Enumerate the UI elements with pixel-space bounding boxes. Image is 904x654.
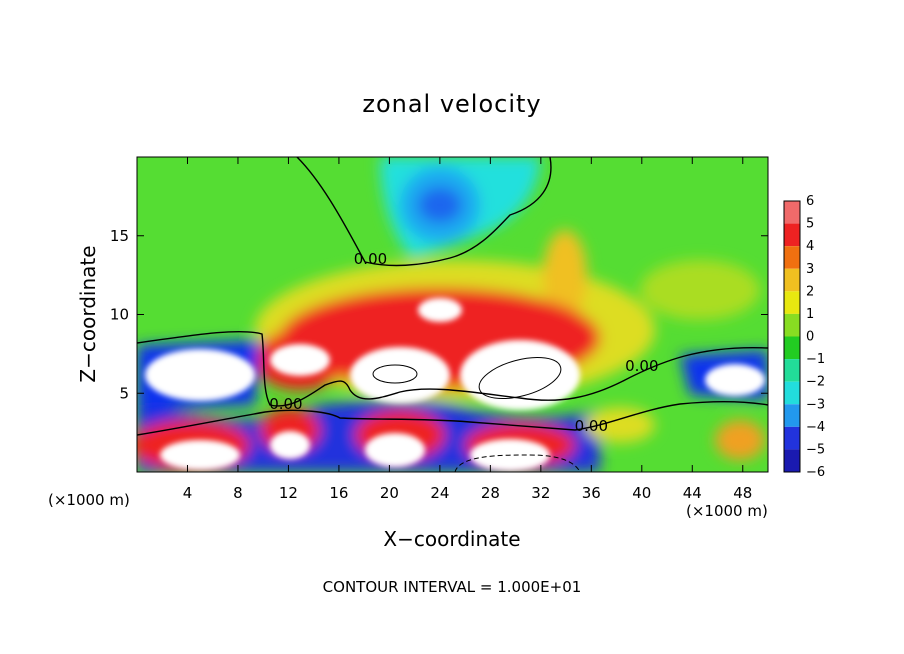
contour-label: 0.00 bbox=[354, 250, 387, 268]
colorbar-label: 1 bbox=[806, 307, 814, 322]
x-tick-label: 24 bbox=[430, 484, 449, 502]
x-tick-label: 32 bbox=[531, 484, 550, 502]
colorbar-label: −1 bbox=[806, 352, 825, 367]
y-tick-label: 15 bbox=[110, 227, 129, 245]
colorbar-label: 0 bbox=[806, 330, 814, 345]
contour-label: 0.00 bbox=[575, 417, 608, 435]
colorbar-frame bbox=[783, 200, 801, 473]
x-tick-label: 20 bbox=[380, 484, 399, 502]
y-axis-label: Z−coordinate bbox=[76, 245, 100, 382]
colorbar-label: 3 bbox=[806, 262, 814, 277]
x-tick-label: 44 bbox=[683, 484, 702, 502]
y-tick-label: 10 bbox=[110, 306, 129, 324]
x-tick-label: 4 bbox=[183, 484, 193, 502]
x-axis-label: X−coordinate bbox=[383, 527, 520, 551]
colorbar-label: 2 bbox=[806, 284, 814, 299]
velocity-field bbox=[137, 157, 768, 472]
y-axis-ticks: 5 10 15 bbox=[110, 227, 768, 402]
colorbar-swatch bbox=[784, 381, 800, 405]
colorbar-swatch bbox=[784, 313, 800, 337]
zero-contours bbox=[137, 157, 768, 436]
x-axis-ticks: 4 8 12 16 20 24 28 32 36 40 44 48 bbox=[183, 157, 752, 502]
colorbar-swatch bbox=[784, 426, 800, 450]
colorbar-label: 5 bbox=[806, 217, 814, 232]
colorbar-label: −6 bbox=[806, 465, 825, 480]
x-tick-label: 48 bbox=[733, 484, 752, 502]
colorbar-label: −2 bbox=[806, 375, 825, 390]
contour-interval-note: CONTOUR INTERVAL = 1.000E+01 bbox=[323, 578, 582, 596]
contour-label: 0.00 bbox=[269, 395, 302, 413]
colorbar-swatch bbox=[784, 201, 800, 224]
contour-label: 0.00 bbox=[625, 357, 658, 375]
colorbar-swatch bbox=[784, 268, 800, 292]
colorbar-label: −4 bbox=[806, 420, 825, 435]
colorbar-swatch bbox=[784, 336, 800, 360]
colorbar: 6 5 4 3 2 1 0 −1 −2 −3 −4 −5 −6 bbox=[783, 194, 825, 480]
colorbar-label: 6 bbox=[806, 194, 814, 209]
colorbar-label: −5 bbox=[806, 442, 825, 457]
colorbar-label: 4 bbox=[806, 239, 814, 254]
colorbar-swatch bbox=[784, 449, 800, 472]
colorbar-swatch bbox=[784, 404, 800, 427]
y-tick-label: 5 bbox=[119, 384, 129, 402]
chart-title: zonal velocity bbox=[362, 90, 541, 118]
colorbar-label: −3 bbox=[806, 397, 825, 412]
x-tick-label: 28 bbox=[481, 484, 500, 502]
colorbar-swatch bbox=[784, 291, 800, 314]
x-tick-label: 8 bbox=[233, 484, 243, 502]
x-tick-label: 12 bbox=[279, 484, 298, 502]
x-unit-label: (×1000 m) bbox=[686, 502, 768, 520]
z-unit-label: (×1000 m) bbox=[48, 491, 130, 509]
colorbar-swatch bbox=[784, 223, 800, 247]
x-tick-label: 16 bbox=[329, 484, 348, 502]
colorbar-swatch bbox=[784, 246, 800, 269]
colorbar-swatch bbox=[784, 359, 800, 382]
x-tick-label: 40 bbox=[632, 484, 651, 502]
x-tick-label: 36 bbox=[582, 484, 601, 502]
contour-labels: 0.00 0.00 0.00 0.00 bbox=[269, 250, 658, 435]
